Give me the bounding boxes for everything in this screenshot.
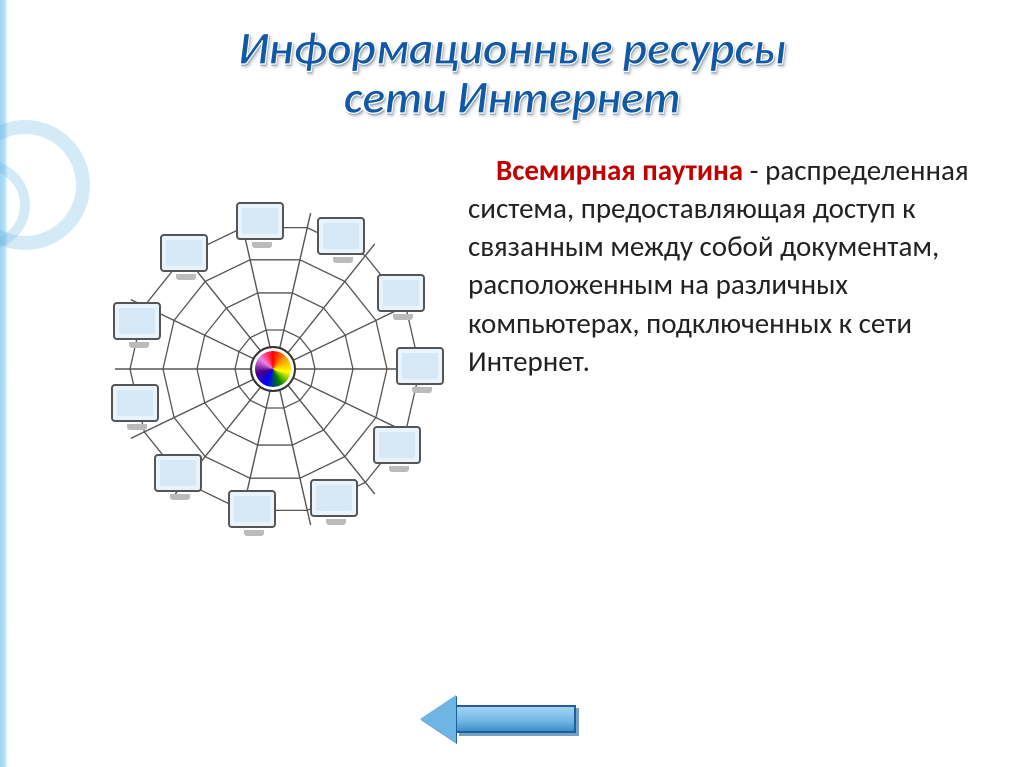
web-node-monitor-icon <box>396 347 444 385</box>
web-hub-icon <box>250 346 296 392</box>
web-illustration <box>90 191 460 551</box>
web-node-monitor-icon <box>113 302 161 340</box>
body-paragraph: Всемирная паутина - распределенная систе… <box>468 151 988 381</box>
deco-left-strip <box>0 0 8 767</box>
web-node-monitor-icon <box>373 426 421 464</box>
web-node-monitor-icon <box>310 479 358 517</box>
web-node-monitor-icon <box>377 274 425 312</box>
web-node-monitor-icon <box>317 217 365 255</box>
content-row: Всемирная паутина - распределенная систе… <box>0 123 1024 551</box>
slide-title: Информационные ресурсы сети Интернет <box>0 0 1024 123</box>
web-node-monitor-icon <box>111 384 159 422</box>
title-line-2: сети Интернет <box>343 68 680 126</box>
web-node-monitor-icon <box>236 202 284 240</box>
back-arrow-button[interactable] <box>420 695 576 743</box>
web-node-monitor-icon <box>154 454 202 492</box>
arrow-shaft <box>456 705 576 733</box>
web-node-monitor-icon <box>228 490 276 528</box>
highlight-term: Всемирная паутина <box>496 152 743 188</box>
arrow-head-icon <box>420 695 456 743</box>
web-node-monitor-icon <box>160 234 208 272</box>
